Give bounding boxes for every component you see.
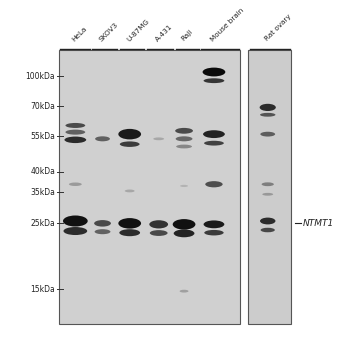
Ellipse shape xyxy=(262,182,274,186)
Ellipse shape xyxy=(204,230,224,236)
Ellipse shape xyxy=(260,132,275,136)
Ellipse shape xyxy=(149,220,168,229)
Text: Rat ovary: Rat ovary xyxy=(264,14,292,42)
Ellipse shape xyxy=(119,229,140,236)
Bar xyxy=(249,50,291,323)
Ellipse shape xyxy=(260,218,276,224)
Ellipse shape xyxy=(176,145,192,148)
Ellipse shape xyxy=(63,227,87,235)
Text: HeLa: HeLa xyxy=(71,25,88,42)
Ellipse shape xyxy=(63,216,88,226)
Ellipse shape xyxy=(204,78,224,83)
Ellipse shape xyxy=(204,220,224,228)
Text: NTMT1: NTMT1 xyxy=(303,219,334,228)
Ellipse shape xyxy=(260,113,276,117)
Ellipse shape xyxy=(262,193,273,196)
Ellipse shape xyxy=(95,136,110,141)
Text: 100kDa: 100kDa xyxy=(26,72,55,81)
Ellipse shape xyxy=(65,130,85,135)
Bar xyxy=(59,50,240,323)
Ellipse shape xyxy=(204,141,224,146)
Ellipse shape xyxy=(174,230,194,237)
Ellipse shape xyxy=(205,181,223,187)
Text: U-87MG: U-87MG xyxy=(125,18,150,42)
Ellipse shape xyxy=(153,138,164,140)
Ellipse shape xyxy=(203,68,225,76)
Text: 15kDa: 15kDa xyxy=(30,285,55,294)
Ellipse shape xyxy=(173,219,195,230)
Ellipse shape xyxy=(180,185,188,187)
Ellipse shape xyxy=(69,182,82,186)
Ellipse shape xyxy=(65,123,85,128)
Ellipse shape xyxy=(150,230,167,236)
Ellipse shape xyxy=(120,141,139,147)
Text: A-431: A-431 xyxy=(154,23,174,42)
Text: Mouse brain: Mouse brain xyxy=(210,7,245,42)
Ellipse shape xyxy=(118,218,141,229)
Text: 70kDa: 70kDa xyxy=(30,102,55,111)
Text: 35kDa: 35kDa xyxy=(30,188,55,197)
Text: 55kDa: 55kDa xyxy=(30,132,55,141)
Text: Raji: Raji xyxy=(180,29,193,42)
Ellipse shape xyxy=(260,104,276,111)
Ellipse shape xyxy=(118,129,141,139)
Ellipse shape xyxy=(176,136,192,141)
Ellipse shape xyxy=(94,229,110,234)
Text: 25kDa: 25kDa xyxy=(30,219,55,228)
Ellipse shape xyxy=(203,130,225,138)
Ellipse shape xyxy=(261,228,275,232)
Ellipse shape xyxy=(175,128,193,134)
Ellipse shape xyxy=(94,220,111,226)
Ellipse shape xyxy=(125,190,135,193)
Text: 40kDa: 40kDa xyxy=(30,167,55,176)
Ellipse shape xyxy=(64,136,86,143)
Ellipse shape xyxy=(180,290,189,293)
Text: SKOV3: SKOV3 xyxy=(98,21,120,42)
